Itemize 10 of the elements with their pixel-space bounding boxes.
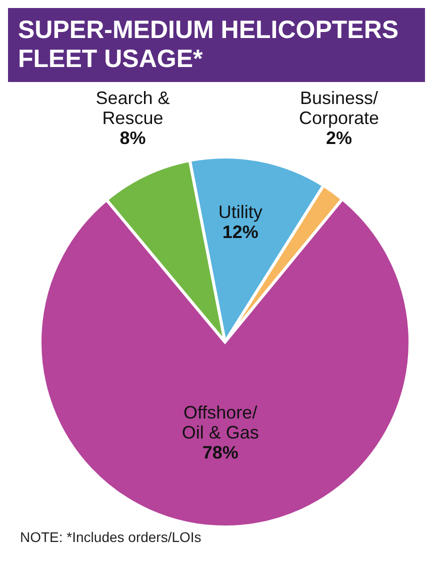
data-label: 8% bbox=[120, 128, 146, 148]
data-label: 12% bbox=[222, 222, 258, 242]
slice-label: Business/ Corporate bbox=[299, 88, 380, 128]
data-label: 78% bbox=[202, 442, 238, 463]
slice-label: Offshore/ Oil & Gas bbox=[182, 402, 259, 443]
slice-label: Utility bbox=[218, 202, 262, 222]
slice-label: Search & Rescue bbox=[96, 88, 170, 128]
chart-title: SUPER-MEDIUM HELICOPTERS FLEET USAGE* bbox=[8, 8, 425, 82]
text: NOTE: *Includes orders/LOIs bbox=[20, 529, 202, 545]
data-label: 2% bbox=[326, 128, 352, 148]
